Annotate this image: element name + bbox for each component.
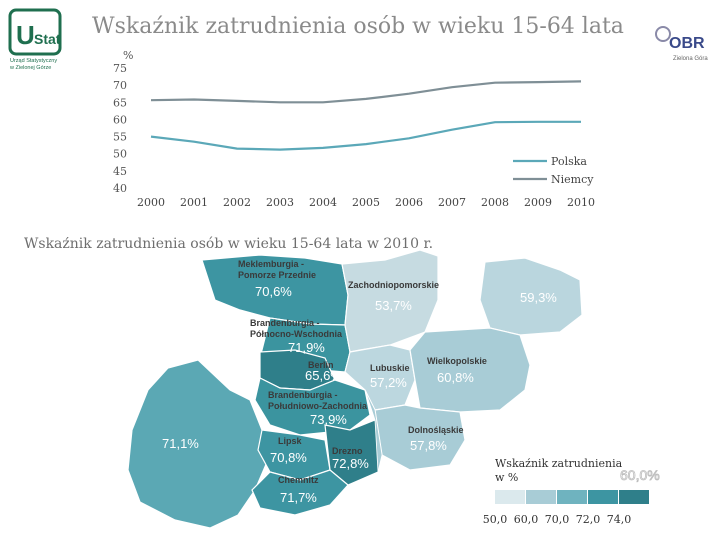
- legend-swatch: [619, 490, 649, 504]
- region-value: 60,8%: [437, 370, 474, 385]
- region-shape-poland-ne: [479, 257, 583, 336]
- region-name: Południowo-Zachodnia: [268, 401, 368, 411]
- region-name: Północno-Wschodnia: [250, 329, 343, 339]
- x-tick-label: 2005: [352, 196, 380, 209]
- map-legend-ticks: 50,0 60,0 70,0 72,0 74,0: [483, 513, 632, 526]
- region-value: 57,2%: [370, 375, 407, 390]
- map-legend-swatches: [495, 490, 649, 504]
- ustat-logo-text: Urząd Statystyczny: [10, 58, 57, 64]
- region-name: Zachodniopomorskie: [348, 280, 439, 290]
- region-value: 73,9%: [310, 412, 347, 427]
- region-value: 71,7%: [280, 490, 317, 505]
- region-shape-dolnoslaskie: [374, 404, 466, 471]
- region-value: 70,6%: [255, 284, 292, 299]
- legend-swatch: [588, 490, 618, 504]
- region-value: 53,7%: [375, 298, 412, 313]
- x-tick-label: 2004: [309, 196, 337, 209]
- x-tick-label: 2008: [481, 196, 509, 209]
- x-tick-label: 2003: [266, 196, 294, 209]
- employment-map: Meklemburgia -Pomorze Przednie 70,6% Zacho…: [127, 249, 660, 529]
- y-tick-label: 60: [113, 113, 127, 126]
- chart-legend: Polska Niemcy: [513, 155, 594, 186]
- region-value: 57,8%: [410, 438, 447, 453]
- map-title: Wskaźnik zatrudnienia osób w wieku 15-64…: [24, 236, 434, 252]
- region-name: Chemnitz: [278, 475, 319, 485]
- region-value: 65,6%: [305, 368, 342, 383]
- region-name: Dolnośląskie: [408, 425, 464, 435]
- region-shape-zachodniopomorskie: [341, 249, 439, 353]
- obr-logo-text: OBR: [669, 35, 705, 52]
- svg-text:Stat: Stat: [34, 31, 61, 47]
- region-name: Lipsk: [278, 436, 303, 446]
- region-value: 70,8%: [270, 450, 307, 465]
- y-tick-label: 55: [113, 131, 127, 144]
- series-line-polska: [150, 120, 581, 151]
- obr-logo: OBR Zielona Góra: [655, 26, 708, 62]
- x-tick-label: 2002: [223, 196, 251, 209]
- obr-logo-sub: Zielona Góra: [673, 56, 708, 62]
- series-line-niemcy: [150, 80, 582, 104]
- x-tick-label: 2010: [567, 196, 595, 209]
- region-name: Drezno: [332, 446, 363, 456]
- y-axis-unit: %: [123, 49, 133, 62]
- legend-tick-label: 50,0: [483, 513, 508, 526]
- ghost-value: 60,0%: [620, 467, 660, 483]
- x-tick-label: 2000: [137, 196, 165, 209]
- series-lines: [150, 80, 582, 151]
- svg-text:U: U: [16, 20, 35, 50]
- legend-tick-label: 70,0: [545, 513, 570, 526]
- region-name: Pomorze Przednie: [238, 270, 316, 280]
- y-tick-label: 75: [113, 62, 127, 75]
- y-tick-label: 70: [113, 79, 127, 92]
- map-legend-title: Wskaźnik zatrudnienia w %: [495, 457, 626, 484]
- map-legend-title-line2: w %: [495, 471, 518, 484]
- region-value: 72,8%: [332, 456, 369, 471]
- x-tick-label: 2001: [180, 196, 208, 209]
- region-shape-wielkopolskie: [409, 327, 531, 413]
- legend-tick-label: 72,0: [576, 513, 601, 526]
- svg-text:w Zielonej Górze: w Zielonej Górze: [9, 65, 51, 71]
- x-tick-label: 2007: [438, 196, 466, 209]
- legend-tick-label: 60,0: [514, 513, 539, 526]
- region-name: Berlin: [308, 360, 334, 370]
- region-name: Brandenburgia -: [250, 318, 320, 328]
- region-value: 71,9%: [288, 340, 325, 355]
- y-tick-label: 65: [113, 96, 127, 109]
- legend-label: Niemcy: [551, 173, 594, 186]
- region-name: Meklemburgia -: [238, 259, 304, 269]
- region-name: Wielkopolskie: [427, 356, 487, 366]
- region-value: 71,1%: [162, 436, 199, 451]
- region-shape-brandenburgia-sw: [254, 377, 371, 436]
- legend-label: Polska: [551, 155, 587, 168]
- y-tick-label: 45: [113, 165, 127, 178]
- legend-swatch: [526, 490, 556, 504]
- y-axis-ticks: 75 70 65 60 55 50 45 40: [113, 62, 127, 195]
- region-name: Brandenburgia -: [268, 390, 338, 400]
- y-tick-label: 50: [113, 148, 127, 161]
- legend-swatch: [557, 490, 587, 504]
- map-legend: Wskaźnik zatrudnienia w % 50,0 60,0 70,0 72…: [483, 457, 649, 526]
- x-tick-label: 2006: [395, 196, 423, 209]
- map-legend-title-line1: Wskaźnik zatrudnienia: [495, 457, 623, 470]
- region-shape-chemnitz: [251, 469, 349, 516]
- legend-swatch: [495, 490, 525, 504]
- y-tick-label: 40: [113, 182, 127, 195]
- region-value: 59,3%: [520, 290, 557, 305]
- x-axis-ticks: 2000 2001 2002 2003 2004 2005 2006 2007 2008 2009…: [137, 196, 595, 209]
- region-shape-germany: [127, 359, 271, 529]
- x-tick-label: 2009: [524, 196, 552, 209]
- page-title: Wskaźnik zatrudnienia osób w wieku 15-64…: [92, 14, 624, 39]
- map-region-labels: Meklemburgia -Pomorze Przednie 70,6% Zacho…: [162, 259, 557, 505]
- region-name: Lubuskie: [370, 363, 410, 373]
- region-shape-border-strip: [364, 389, 383, 473]
- ustat-logo: U Stat Urząd Statystyczny w Zielonej Gór…: [8, 8, 62, 71]
- legend-tick-label: 74,0: [607, 513, 632, 526]
